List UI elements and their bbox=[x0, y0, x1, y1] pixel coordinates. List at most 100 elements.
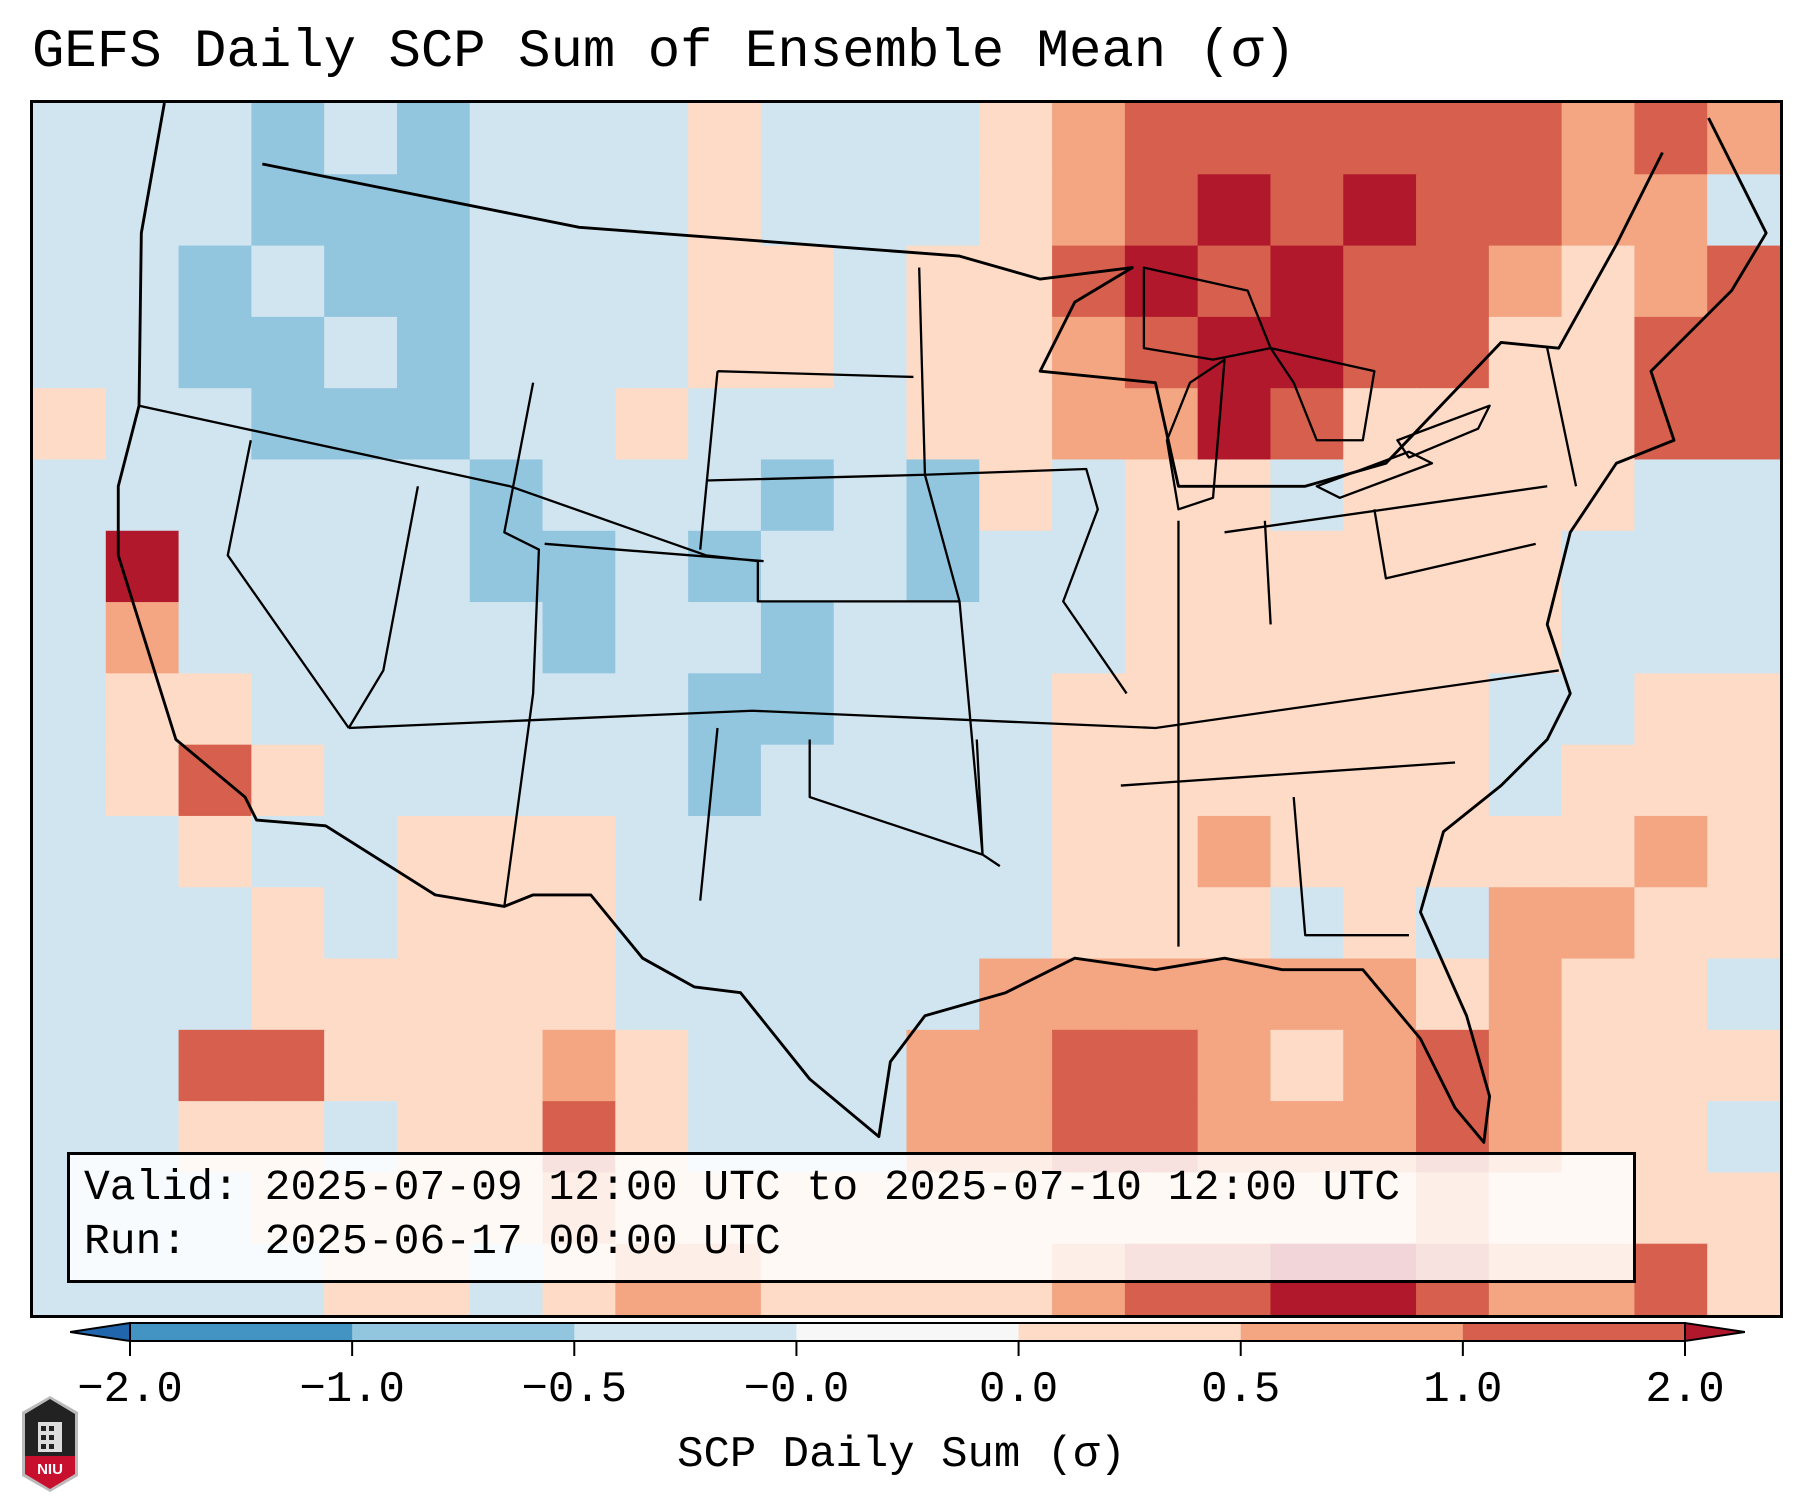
heatmap-cell bbox=[1707, 887, 1780, 960]
heatmap-cell bbox=[1124, 673, 1199, 746]
heatmap-cell bbox=[251, 815, 326, 889]
heatmap-cell bbox=[396, 174, 471, 247]
colorbar-ticks bbox=[129, 1341, 1686, 1356]
heatmap-cell bbox=[396, 958, 471, 1031]
heatmap-cell bbox=[1052, 174, 1127, 247]
heatmap-cell bbox=[1197, 958, 1272, 1031]
heatmap-cell bbox=[833, 1029, 908, 1103]
heatmap-cell bbox=[396, 602, 471, 675]
heatmap-cell bbox=[760, 887, 835, 960]
heatmap-cell bbox=[833, 316, 908, 390]
heatmap-cell bbox=[615, 673, 690, 746]
heatmap-cell bbox=[1634, 245, 1709, 319]
heatmap-cell bbox=[396, 388, 471, 461]
heatmap-cell bbox=[1343, 174, 1418, 247]
heatmap-cell bbox=[1052, 459, 1127, 532]
heatmap-cell bbox=[906, 174, 981, 247]
heatmap-cell bbox=[469, 174, 544, 247]
heatmap-cell bbox=[105, 388, 180, 461]
heatmap-cell bbox=[178, 245, 253, 319]
heatmap-cell bbox=[105, 103, 180, 176]
heatmap-cell bbox=[33, 316, 107, 390]
heatmap-cell bbox=[760, 815, 835, 889]
heatmap-cell bbox=[396, 103, 471, 176]
heatmap-cell bbox=[760, 316, 835, 390]
heatmap-cell bbox=[1270, 388, 1345, 461]
heatmap-cell bbox=[1197, 602, 1272, 675]
state-lines bbox=[138, 267, 1578, 947]
heatmap-cell bbox=[906, 103, 981, 176]
heatmap-cell bbox=[1634, 1101, 1709, 1174]
heatmap-cell bbox=[1270, 530, 1345, 604]
heatmap-cell bbox=[615, 103, 690, 176]
heatmap-cell bbox=[105, 887, 180, 960]
heatmap-cell bbox=[760, 388, 835, 461]
heatmap-cell bbox=[178, 815, 253, 889]
heatmap-cell bbox=[178, 958, 253, 1031]
heatmap-cell bbox=[178, 1029, 253, 1103]
heatmap-cell bbox=[1634, 530, 1709, 604]
heatmap-cell bbox=[1270, 245, 1345, 319]
heatmap-cell bbox=[1416, 316, 1490, 390]
heatmap-cell bbox=[1197, 744, 1272, 818]
heatmap-cell bbox=[1634, 673, 1709, 746]
heatmap-cell bbox=[979, 103, 1054, 176]
heatmap-cell bbox=[1488, 887, 1563, 960]
heatmap-cell bbox=[1488, 958, 1563, 1031]
heatmap-cell bbox=[1561, 530, 1636, 604]
heatmap-cell bbox=[1707, 602, 1780, 675]
heatmap-cell bbox=[979, 1029, 1054, 1103]
heatmap-cell bbox=[688, 459, 763, 532]
heatmap-cell bbox=[833, 887, 908, 960]
heatmap-cell bbox=[1270, 815, 1345, 889]
heatmap-cell bbox=[1124, 887, 1199, 960]
heatmap-cell bbox=[33, 958, 107, 1031]
heatmap-cell bbox=[251, 887, 326, 960]
heatmap-cell bbox=[1052, 744, 1127, 818]
heatmap-cell bbox=[396, 815, 471, 889]
heatmap-cell bbox=[906, 815, 981, 889]
heatmap-cell bbox=[760, 958, 835, 1031]
heatmap-cell bbox=[906, 744, 981, 818]
heatmap-cell bbox=[1707, 815, 1780, 889]
heatmap-cell bbox=[1488, 673, 1563, 746]
heatmap-cell bbox=[33, 103, 107, 176]
heatmap-cell bbox=[396, 245, 471, 319]
colorbar-segment bbox=[352, 1323, 575, 1341]
heatmap-cell bbox=[688, 602, 763, 675]
heatmap-cell bbox=[760, 245, 835, 319]
heatmap-cell bbox=[1634, 316, 1709, 390]
heatmap-cell bbox=[1343, 316, 1418, 390]
heatmap-cell bbox=[1416, 245, 1490, 319]
heatmap-cell bbox=[760, 744, 835, 818]
heatmap-cell bbox=[33, 388, 107, 461]
colorbar-tick-label: −0.0 bbox=[743, 1365, 850, 1415]
heatmap-cell bbox=[469, 602, 544, 675]
heatmap-cell bbox=[1343, 388, 1418, 461]
colorbar-tick-label: 2.0 bbox=[1645, 1365, 1725, 1415]
canada-border bbox=[262, 151, 1664, 488]
heatmap-cell bbox=[760, 530, 835, 604]
heatmap-cell bbox=[1488, 103, 1563, 176]
heatmap-cell bbox=[688, 174, 763, 247]
heatmap-cell bbox=[1707, 388, 1780, 461]
heatmap-cell bbox=[1561, 673, 1636, 746]
heatmap-cell bbox=[1124, 316, 1199, 390]
heatmap-cells bbox=[33, 103, 1780, 1315]
heatmap-cell bbox=[1343, 887, 1418, 960]
heatmap-cell bbox=[906, 1029, 981, 1103]
heatmap-cell bbox=[1343, 673, 1418, 746]
heatmap-cell bbox=[396, 744, 471, 818]
colorbar bbox=[70, 1321, 1745, 1356]
heatmap-cell bbox=[979, 174, 1054, 247]
heatmap-cell bbox=[1561, 958, 1636, 1031]
great-lakes bbox=[1142, 266, 1491, 511]
heatmap-cell bbox=[906, 316, 981, 390]
heatmap-cell bbox=[906, 245, 981, 319]
heatmap-cell bbox=[760, 174, 835, 247]
heatmap-cell bbox=[979, 887, 1054, 960]
heatmap-cell bbox=[833, 530, 908, 604]
chart-title: GEFS Daily SCP Sum of Ensemble Mean (σ) bbox=[32, 22, 1296, 83]
heatmap-cell bbox=[688, 245, 763, 319]
heatmap-cell bbox=[1634, 1243, 1709, 1315]
